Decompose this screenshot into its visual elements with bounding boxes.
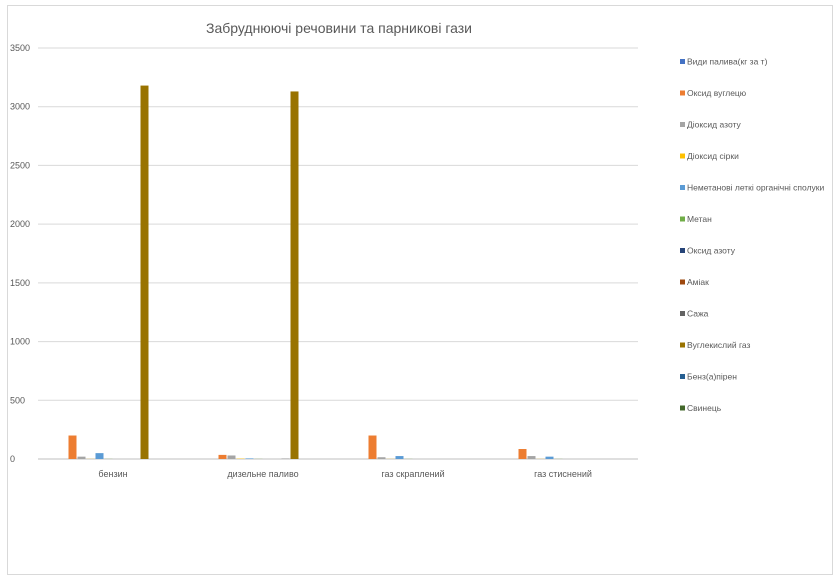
legend-swatch: [680, 279, 685, 285]
bar: [527, 456, 536, 459]
y-tick-label: 500: [10, 395, 25, 405]
legend-swatch: [680, 216, 685, 222]
bar: [77, 456, 86, 459]
bar: [377, 457, 386, 459]
legend-swatch: [680, 311, 685, 316]
legend-label: Аміак: [687, 277, 709, 287]
bar: [218, 454, 227, 459]
gridlines: [38, 47, 638, 460]
legend-label: Сажа: [687, 309, 709, 319]
legend-label: Діоксид сірки: [687, 151, 739, 161]
legend-swatch: [680, 153, 685, 159]
legend-swatch: [680, 342, 685, 348]
bar: [518, 449, 527, 459]
bar: [95, 453, 104, 459]
legend-label: Бенз(а)пірен: [687, 372, 737, 382]
bar: [140, 85, 149, 459]
category-label: бензин: [98, 469, 127, 479]
legend-label: Діоксид азоту: [687, 120, 741, 130]
bar: [245, 458, 254, 459]
bars: [68, 85, 563, 459]
bar: [290, 91, 299, 459]
y-tick-label: 0: [10, 454, 15, 464]
y-tick-label: 3500: [10, 43, 30, 53]
legend-label: Оксид азоту: [687, 246, 736, 256]
category-label: газ скраплений: [381, 469, 444, 479]
y-tick-label: 3000: [10, 102, 30, 112]
legend-swatch: [680, 405, 685, 411]
y-axis-ticks: 0 500 1000 1500 2000 2500 3000 3500: [10, 43, 30, 464]
category-label: дизельне паливо: [227, 469, 298, 479]
bar: [368, 435, 377, 459]
legend-label: Свинець: [687, 403, 722, 413]
bar: [227, 455, 236, 459]
chart-area: Забруднюючі речовини та парникові гази 0…: [7, 5, 833, 575]
y-tick-label: 2500: [10, 160, 30, 170]
legend-label: Вуглекислий газ: [687, 340, 751, 350]
y-tick-label: 1500: [10, 278, 30, 288]
legend-swatch: [680, 90, 685, 96]
category-label: газ стиснений: [534, 469, 592, 479]
legend: Види палива(кг за т) Оксид вуглецю Діоксид…: [680, 57, 825, 413]
bar: [68, 435, 77, 459]
chart-svg: Забруднюючі речовини та парникові гази 0…: [10, 20, 825, 479]
y-tick-label: 1000: [10, 337, 30, 347]
legend-label: Неметанові леткі органічні сполуки: [687, 183, 825, 193]
bar: [395, 456, 404, 459]
legend-label: Метан: [687, 214, 712, 224]
legend-label: Види палива(кг за т): [687, 57, 768, 67]
legend-label: Оксид вуглецю: [687, 88, 747, 98]
y-tick-label: 2000: [10, 219, 30, 229]
bar: [545, 456, 554, 459]
legend-swatch: [680, 122, 685, 127]
legend-swatch: [680, 185, 685, 190]
legend-swatch: [680, 59, 685, 64]
chart-title: Забруднюючі речовини та парникові гази: [206, 20, 472, 36]
legend-swatch: [680, 374, 685, 379]
x-axis-categories: бензин дизельне паливо газ скраплений газ с…: [98, 469, 591, 479]
legend-swatch: [680, 248, 685, 253]
